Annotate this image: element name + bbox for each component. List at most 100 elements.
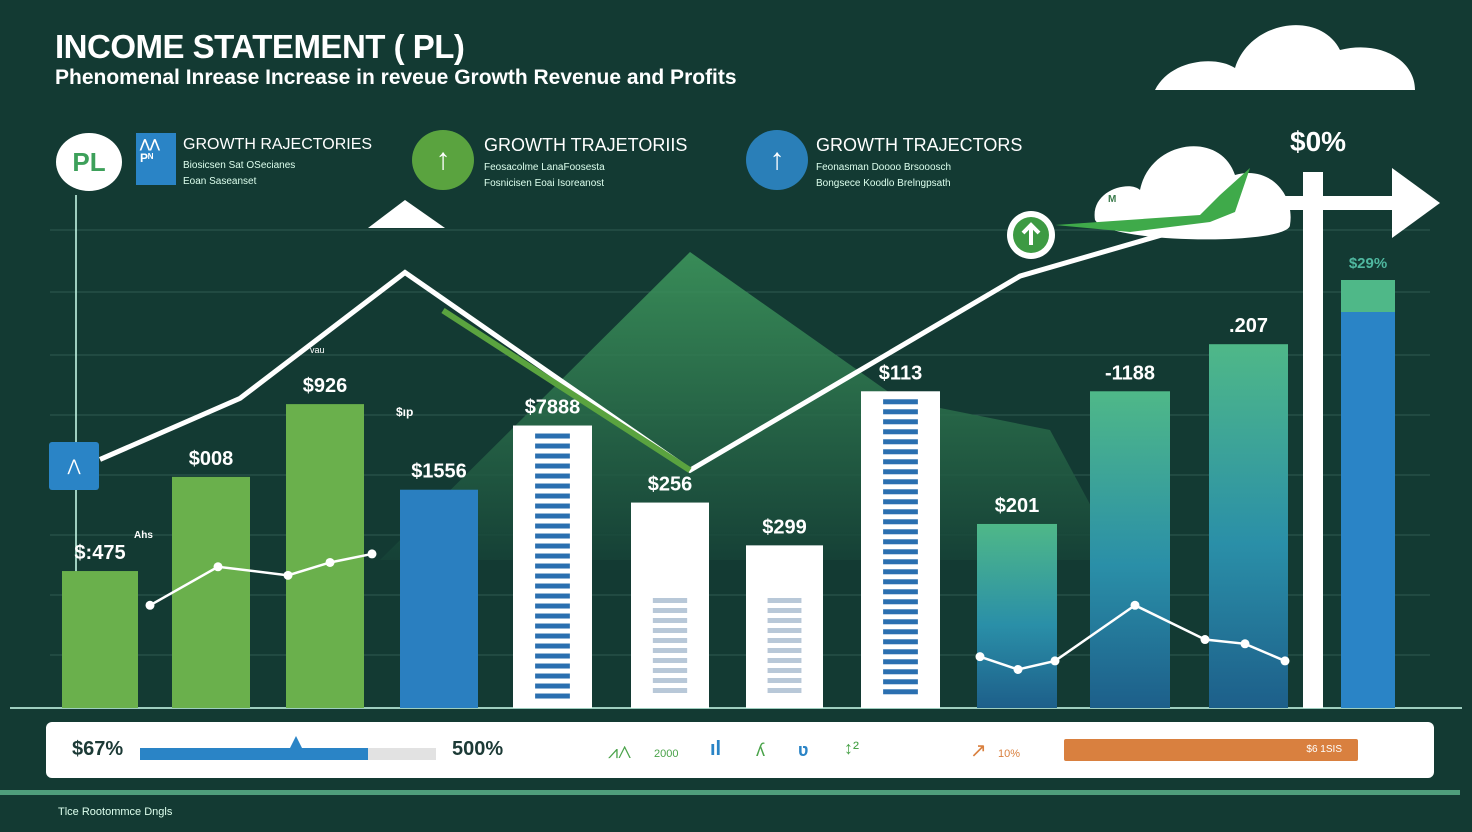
bar bbox=[1209, 344, 1288, 708]
bar-label: .207 bbox=[1229, 315, 1268, 337]
divider-line bbox=[0, 790, 1460, 795]
progress-bar[interactable] bbox=[140, 748, 436, 760]
pl-logo: PL bbox=[56, 133, 122, 191]
line-point bbox=[1050, 656, 1060, 666]
summary-panel: $67% 500% ⩘⋀ 2000 ıl ʎ ʋ ↕² ↗ 10% $6 1SI… bbox=[46, 722, 1434, 778]
bar-stripe bbox=[883, 479, 918, 485]
bar-stripe bbox=[883, 669, 918, 675]
bar-label: $1556 bbox=[411, 461, 467, 483]
line-point bbox=[283, 570, 293, 580]
bar bbox=[400, 489, 478, 708]
card-1: GROWTH RAJECTORIES Biosicsen Sat OSecian… bbox=[183, 136, 372, 187]
bar-label: -1188 bbox=[1105, 362, 1155, 384]
card-2: GROWTH TRAJETORIIS Feosacolme LanaFooses… bbox=[484, 135, 687, 189]
line-point bbox=[145, 600, 155, 610]
bar-label: $008 bbox=[189, 448, 234, 470]
bar-stripe bbox=[535, 673, 570, 679]
line-point bbox=[367, 549, 377, 559]
bar-stripe bbox=[883, 649, 918, 655]
bar-stripe bbox=[652, 648, 688, 653]
peak-arrow-icon bbox=[368, 200, 445, 228]
bar-stripe bbox=[767, 668, 802, 673]
bar-stripe bbox=[883, 599, 918, 605]
bar-stripe bbox=[767, 608, 802, 613]
line-point bbox=[1130, 600, 1140, 610]
bar-stripe bbox=[883, 419, 918, 425]
bar bbox=[286, 404, 364, 708]
line-point bbox=[1240, 639, 1250, 649]
bar-stripe bbox=[652, 628, 688, 633]
bar-stripe bbox=[883, 529, 918, 535]
small-label: $ıp bbox=[396, 405, 414, 419]
bar bbox=[62, 571, 138, 708]
bar-stripe bbox=[767, 658, 802, 663]
bar-stripe bbox=[535, 513, 570, 519]
bar-label: $299 bbox=[762, 516, 807, 538]
bar-stripe bbox=[535, 443, 570, 449]
bar-stripe bbox=[883, 499, 918, 505]
bar-stripe bbox=[883, 689, 918, 695]
bar-stripe bbox=[883, 539, 918, 545]
bar-stripe bbox=[883, 589, 918, 595]
arrow-right-icon bbox=[1392, 168, 1440, 238]
bar-stripe bbox=[767, 648, 802, 653]
card-title: GROWTH TRAJECTORS bbox=[816, 135, 1023, 155]
bar-stripe bbox=[883, 509, 918, 515]
left-value: $67% bbox=[72, 738, 124, 760]
page-title: INCOME STATEMENT ( PL) bbox=[55, 28, 465, 65]
line-point bbox=[1013, 664, 1023, 674]
bar-stripe bbox=[883, 659, 918, 665]
bar-stripe bbox=[652, 688, 688, 693]
card-line: Feosacolme LanaFoosesta bbox=[484, 162, 605, 173]
bar-stripe bbox=[767, 628, 802, 633]
bar-stripe bbox=[883, 549, 918, 555]
card-line: Eoan Saseanset bbox=[183, 176, 257, 187]
drop-icon: ʋ bbox=[798, 740, 809, 760]
pn-icon-text: Pᴺ bbox=[140, 151, 154, 165]
bar-stripe bbox=[883, 449, 918, 455]
bar-stripe bbox=[535, 633, 570, 639]
bar-stripe bbox=[883, 609, 918, 615]
card-line: Feonasman Doooo Brsooosch bbox=[816, 162, 952, 173]
bar-stripe bbox=[883, 579, 918, 585]
card-3: GROWTH TRAJECTORS Feonasman Doooo Brsooo… bbox=[816, 135, 1022, 189]
green-arrow-icon bbox=[1055, 168, 1250, 232]
bar-cap bbox=[1341, 280, 1395, 312]
bar-label: $256 bbox=[648, 474, 693, 496]
bar-stripe bbox=[883, 639, 918, 645]
bar-stripe bbox=[535, 613, 570, 619]
mini-label: 2000 bbox=[654, 748, 679, 760]
bar-stripe bbox=[535, 603, 570, 609]
bar-stripe bbox=[883, 569, 918, 575]
progress-marker-icon bbox=[290, 736, 302, 748]
bar-stripe bbox=[883, 399, 918, 405]
bar-stripe bbox=[535, 533, 570, 539]
bar-stripe bbox=[535, 493, 570, 499]
bar-stripe bbox=[883, 629, 918, 635]
bar bbox=[631, 502, 709, 708]
bar-stripe bbox=[535, 483, 570, 489]
left-badge-icon: ⋀ bbox=[49, 442, 99, 490]
bar-label: $201 bbox=[995, 495, 1040, 517]
arrow-up-icon bbox=[1021, 222, 1041, 245]
card-line: Biosicsen Sat OSecianes bbox=[183, 160, 296, 171]
bar-stripe bbox=[535, 573, 570, 579]
card-title: GROWTH RAJECTORIES bbox=[183, 136, 373, 153]
arrow-up-icon: ↑ bbox=[746, 130, 808, 190]
bar-stripe bbox=[767, 688, 802, 693]
line-point bbox=[1280, 656, 1290, 666]
footer-text: Tlce Rootommce Dngls bbox=[58, 806, 173, 818]
bar-stripe bbox=[652, 608, 688, 613]
bar-stripe bbox=[883, 459, 918, 465]
bar-stripe bbox=[652, 658, 688, 663]
bar-stripe bbox=[652, 678, 688, 683]
mountain-glyph-icon: ⋀⋀ bbox=[140, 137, 160, 151]
bar-stripe bbox=[535, 583, 570, 589]
bar-stripe bbox=[883, 559, 918, 565]
bar bbox=[172, 476, 250, 708]
orange-bar: $6 1SIS bbox=[1064, 739, 1358, 761]
orange-bar-text: $6 1SIS bbox=[1306, 744, 1342, 755]
top-right-value: $0% bbox=[1290, 126, 1347, 157]
trend-line bbox=[98, 198, 1281, 474]
